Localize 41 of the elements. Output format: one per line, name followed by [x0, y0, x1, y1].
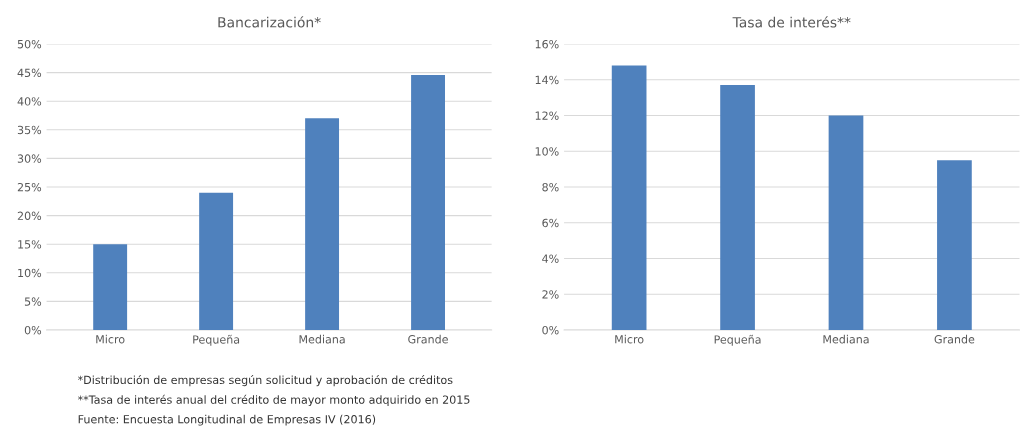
source-note: Fuente: Encuesta Longitudinal de Empresas IV (2016) [78, 414, 376, 426]
y-tick-label: 6% [542, 218, 559, 228]
y-tick-label: 8% [542, 182, 559, 192]
y-tick-label: 2% [542, 290, 559, 299]
y-tick-label: 10% [18, 268, 42, 278]
y-tick-label: 50% [17, 39, 42, 49]
bar [411, 74, 445, 330]
y-tick-label: 15% [18, 240, 42, 249]
bar [828, 115, 864, 330]
y-tick-label: 35% [17, 125, 42, 135]
y-tick-label: 25% [17, 182, 42, 192]
y-tick-label: 40% [17, 97, 42, 106]
x-tick-label: Micro [615, 334, 644, 344]
y-tick-label: 20% [17, 211, 42, 220]
y-tick-label: 45% [17, 68, 42, 77]
bar [720, 85, 755, 330]
x-tick-label: Grande [934, 334, 975, 344]
y-tick-label: 4% [542, 254, 559, 263]
x-tick-label: Mediana [299, 334, 345, 344]
y-tick-label: 30% [17, 154, 42, 163]
y-tick-label: 5% [24, 297, 42, 306]
text: **Tasa de interés anual del crédito de mayor monto adquirido en 2015 [77, 394, 470, 406]
x-tick-label: Pequeña [193, 334, 240, 346]
chart-title: Tasa de interés** [732, 16, 851, 28]
bar [93, 244, 128, 330]
y-tick-label: 0% [24, 325, 42, 335]
bar [611, 65, 647, 330]
y-tick-label: 0% [542, 325, 559, 335]
y-tick-label: 16% [535, 39, 559, 49]
y-tick-label: 14% [535, 75, 559, 85]
x-tick-label: Pequeña [714, 334, 761, 346]
x-tick-label: Grande [408, 334, 448, 344]
x-tick-label: Micro [96, 334, 125, 344]
text: *Distribución de empresas según solicitud y aprobación de créditos [77, 375, 453, 387]
chart-title: Bancarización* [218, 16, 321, 28]
x-tick-label: Mediana [823, 334, 869, 344]
y-tick-label: 12% [535, 111, 559, 120]
y-tick-label: 10% [535, 147, 559, 156]
bar [199, 192, 234, 330]
bar [937, 160, 972, 330]
bar [305, 118, 340, 330]
